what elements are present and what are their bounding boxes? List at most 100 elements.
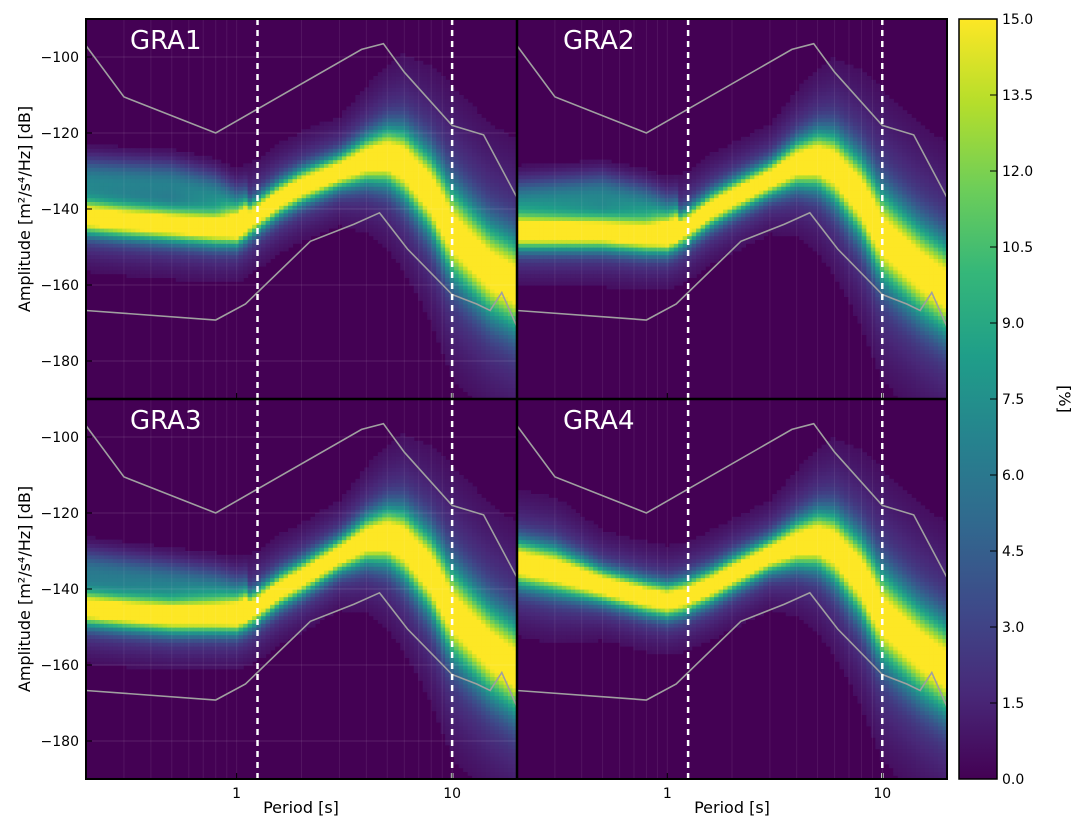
heatmap-cell xyxy=(449,357,455,362)
heatmap-cell xyxy=(494,152,500,157)
heatmap-cell xyxy=(400,258,406,263)
heatmap-cell xyxy=(467,364,473,370)
heatmap-cell xyxy=(431,315,437,320)
heatmap-cell xyxy=(94,174,101,180)
heatmap-cell xyxy=(373,216,379,221)
heatmap-cell xyxy=(620,277,626,282)
heatmap-cell xyxy=(108,193,114,199)
heatmap-cell xyxy=(184,193,190,199)
heatmap-cell xyxy=(332,178,339,183)
heatmap-cell xyxy=(458,311,464,316)
heatmap-cell xyxy=(382,205,388,210)
heatmap-cell xyxy=(517,186,523,191)
heatmap-cell xyxy=(130,171,136,176)
heatmap-cell xyxy=(148,235,154,240)
heatmap-cell xyxy=(404,262,410,267)
heatmap-cell xyxy=(597,243,603,248)
heatmap-cell xyxy=(499,258,505,263)
heatmap-cell xyxy=(463,190,469,195)
heatmap-cell xyxy=(512,357,517,362)
heatmap-cell xyxy=(508,391,514,396)
heatmap-cell xyxy=(539,186,545,191)
heatmap-cell xyxy=(220,247,226,252)
heatmap-cell xyxy=(436,319,442,324)
heatmap-cell xyxy=(431,174,437,180)
heatmap-cell xyxy=(485,125,491,130)
heatmap-cell xyxy=(611,178,617,183)
heatmap-cell xyxy=(175,262,181,267)
heatmap-cell xyxy=(171,250,177,256)
heatmap-cell xyxy=(211,197,217,202)
heatmap-cell xyxy=(454,231,460,237)
heatmap-cell xyxy=(301,235,307,240)
heatmap-cell xyxy=(359,133,365,138)
heatmap-cell xyxy=(593,239,599,244)
heatmap-cell xyxy=(243,216,249,221)
heatmap-cell xyxy=(413,79,419,85)
heatmap-cell xyxy=(373,136,379,142)
heatmap-cell xyxy=(144,269,150,275)
heatmap-cell xyxy=(602,247,608,252)
heatmap-cell xyxy=(467,262,473,267)
heatmap-cell xyxy=(207,254,213,259)
heatmap-cell xyxy=(593,277,599,282)
heatmap-cell xyxy=(332,193,339,199)
heatmap-cell xyxy=(130,212,136,218)
heatmap-cell xyxy=(103,201,110,206)
heatmap-cell xyxy=(463,178,469,183)
heatmap-cell xyxy=(422,72,428,77)
heatmap-cell xyxy=(449,178,455,183)
heatmap-cell xyxy=(112,212,119,218)
heatmap-cell xyxy=(557,262,563,267)
heatmap-cell xyxy=(162,216,168,221)
heatmap-cell xyxy=(355,182,361,187)
heatmap-cell xyxy=(103,224,110,229)
heatmap-cell xyxy=(288,144,294,149)
heatmap-cell xyxy=(256,171,262,176)
heatmap-cell xyxy=(391,129,397,134)
heatmap-cell xyxy=(530,171,536,176)
heatmap-cell xyxy=(355,201,361,206)
heatmap-cell xyxy=(225,209,231,214)
heatmap-cell xyxy=(400,152,406,157)
heatmap-cell xyxy=(615,262,621,267)
heatmap-cell xyxy=(472,209,478,214)
heatmap-cell xyxy=(377,186,383,191)
heatmap-cell xyxy=(216,186,222,191)
heatmap-cell xyxy=(490,125,496,130)
heatmap-cell xyxy=(463,326,469,332)
heatmap-cell xyxy=(184,228,190,233)
heatmap-cell xyxy=(481,307,487,313)
heatmap-cell xyxy=(476,239,482,244)
heatmap-cell xyxy=(346,144,352,149)
heatmap-cell xyxy=(265,209,271,214)
heatmap-cell xyxy=(454,247,460,252)
heatmap-cell xyxy=(148,247,154,252)
heatmap-cell xyxy=(180,235,186,240)
heatmap-cell xyxy=(575,182,581,187)
heatmap-cell xyxy=(485,250,491,256)
heatmap-cell xyxy=(593,247,599,252)
heatmap-cell xyxy=(445,266,451,271)
heatmap-cell xyxy=(355,102,361,107)
heatmap-cell xyxy=(512,338,517,343)
heatmap-cell xyxy=(539,250,545,256)
heatmap-cell xyxy=(310,224,316,229)
heatmap-cell xyxy=(103,235,110,240)
heatmap-cell xyxy=(261,186,267,191)
heatmap-cell xyxy=(238,224,244,229)
heatmap-cell xyxy=(620,190,626,195)
heatmap-cell xyxy=(166,148,172,153)
heatmap-cell xyxy=(252,205,258,210)
gra1-grid xyxy=(86,19,517,399)
heatmap-cell xyxy=(512,171,517,176)
heatmap-cell xyxy=(449,159,455,164)
heatmap-cell xyxy=(301,155,307,161)
heatmap-cell xyxy=(180,254,186,259)
heatmap-cell xyxy=(288,231,294,237)
heatmap-cell xyxy=(431,319,437,324)
heatmap-cell xyxy=(476,315,482,320)
heatmap-cell xyxy=(220,224,226,229)
heatmap-cell xyxy=(297,136,303,142)
heatmap-cell xyxy=(409,87,415,92)
